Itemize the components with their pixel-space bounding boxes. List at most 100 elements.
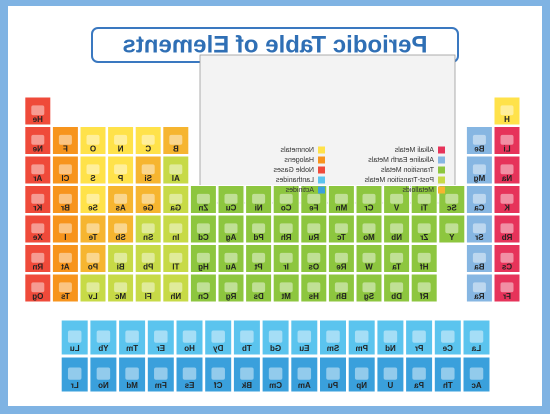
legend-label: Post-Transition Metals bbox=[364, 177, 434, 184]
element-picture bbox=[362, 252, 376, 263]
element-picture bbox=[141, 193, 155, 204]
element-symbol: Au bbox=[226, 263, 237, 272]
element-cell bbox=[462, 356, 491, 393]
element-picture bbox=[211, 367, 225, 380]
element-symbol: Mg bbox=[474, 174, 486, 183]
element-symbol: Yb bbox=[98, 344, 108, 353]
legend-swatch bbox=[318, 176, 325, 184]
legend-label: Alkali Metals bbox=[394, 147, 434, 154]
element-symbol: Ar bbox=[33, 174, 42, 183]
element-symbol: Tl bbox=[172, 263, 179, 272]
element-picture bbox=[114, 252, 128, 263]
element-cell bbox=[465, 126, 493, 155]
element-cell bbox=[217, 273, 245, 303]
element-picture bbox=[500, 193, 514, 204]
element-cell bbox=[107, 273, 135, 303]
legend-label: Noble Gases bbox=[273, 167, 314, 174]
element-symbol: Ts bbox=[60, 292, 69, 301]
element-picture bbox=[279, 193, 293, 204]
element-cell bbox=[347, 319, 376, 356]
element-cell bbox=[319, 356, 347, 393]
element-cell bbox=[245, 273, 273, 303]
element-picture bbox=[445, 223, 459, 234]
mirrored-content: Periodic Table of Elements H He Li Be B C N O F N… bbox=[24, 27, 521, 393]
element-cell bbox=[89, 319, 118, 356]
element-symbol: Cr bbox=[365, 204, 374, 213]
element-cell bbox=[60, 356, 89, 393]
legend-swatch bbox=[318, 156, 325, 164]
element-picture bbox=[383, 330, 398, 343]
element-cell bbox=[355, 214, 383, 244]
element-picture bbox=[412, 330, 426, 343]
element-cell bbox=[245, 214, 273, 244]
element-symbol: Se bbox=[88, 204, 98, 213]
element-symbol: P bbox=[117, 174, 123, 183]
element-cell bbox=[134, 185, 162, 214]
element-cell bbox=[51, 126, 79, 155]
element-cell bbox=[217, 185, 245, 214]
element-picture bbox=[114, 134, 128, 145]
element-cell bbox=[79, 155, 107, 185]
element-picture bbox=[297, 367, 312, 380]
title: Periodic Table of Elements bbox=[123, 31, 428, 58]
element-cell bbox=[24, 214, 52, 244]
element-picture bbox=[500, 105, 514, 116]
element-picture bbox=[362, 223, 376, 234]
element-cell bbox=[162, 155, 190, 185]
element-picture bbox=[469, 367, 484, 380]
element-picture bbox=[252, 252, 266, 263]
element-picture bbox=[86, 164, 100, 175]
element-picture bbox=[252, 193, 266, 204]
element-cell bbox=[134, 126, 162, 155]
element-cell bbox=[24, 244, 52, 273]
element-picture bbox=[58, 252, 72, 263]
element-symbol: At bbox=[61, 263, 70, 272]
element-picture bbox=[224, 252, 238, 263]
element-symbol: Tb bbox=[242, 344, 252, 353]
element-picture bbox=[114, 164, 128, 175]
element-symbol: Bk bbox=[241, 381, 252, 390]
element-picture bbox=[354, 367, 369, 380]
element-cell bbox=[462, 319, 491, 356]
element-picture bbox=[441, 367, 455, 380]
element-symbol: Cu bbox=[226, 204, 237, 213]
element-cell bbox=[189, 244, 217, 273]
element-cell bbox=[493, 214, 521, 244]
element-picture bbox=[141, 164, 155, 175]
element-picture bbox=[114, 223, 128, 234]
element-cell bbox=[465, 214, 493, 244]
element-picture bbox=[67, 367, 82, 380]
element-symbol: Ta bbox=[392, 263, 401, 272]
element-picture bbox=[141, 282, 155, 293]
element-symbol: La bbox=[471, 344, 481, 353]
element-cell bbox=[134, 214, 162, 244]
element-symbol: Co bbox=[281, 204, 292, 213]
element-symbol: Fr bbox=[503, 292, 511, 301]
element-cell bbox=[107, 244, 135, 273]
element-picture bbox=[307, 282, 321, 293]
element-symbol: Pd bbox=[253, 233, 263, 242]
element-picture bbox=[326, 330, 340, 343]
element-cell bbox=[355, 273, 383, 303]
element-picture bbox=[114, 282, 128, 293]
element-picture bbox=[500, 282, 514, 293]
element-symbol: Sr bbox=[475, 233, 483, 242]
element-symbol: Re bbox=[336, 263, 347, 272]
element-picture bbox=[58, 223, 72, 234]
element-cell bbox=[89, 356, 118, 393]
element-symbol: Xe bbox=[32, 233, 42, 242]
element-picture bbox=[86, 193, 100, 204]
element-cell bbox=[493, 96, 521, 126]
element-picture bbox=[58, 164, 72, 175]
element-symbol: He bbox=[32, 115, 43, 124]
element-symbol: Am bbox=[298, 381, 311, 390]
element-picture bbox=[154, 367, 168, 380]
element-picture bbox=[354, 330, 369, 343]
element-symbol: Mt bbox=[281, 292, 291, 301]
element-picture bbox=[31, 223, 45, 234]
element-cell bbox=[327, 244, 355, 273]
element-picture bbox=[196, 193, 210, 204]
element-symbol: Kr bbox=[33, 204, 42, 213]
element-picture bbox=[417, 282, 431, 293]
element-cell bbox=[79, 214, 107, 244]
